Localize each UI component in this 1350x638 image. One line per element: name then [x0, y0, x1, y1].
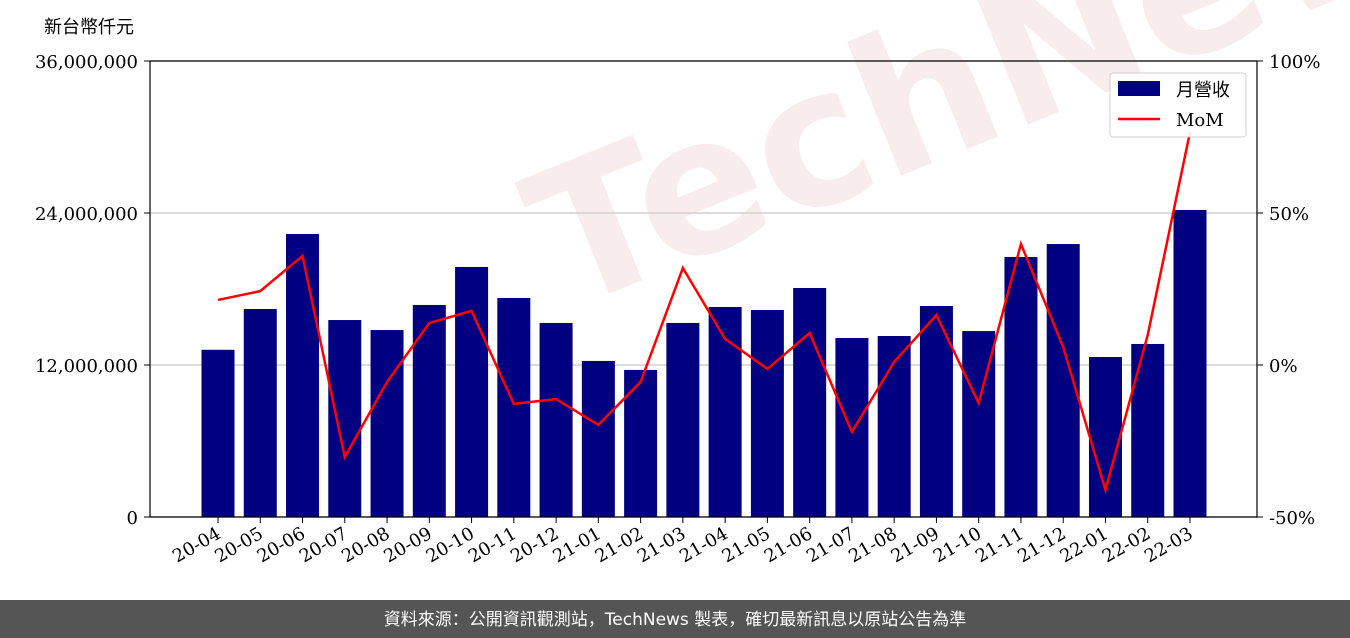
bar: [455, 266, 489, 517]
footer: 資料來源：公開資訊觀測站，TechNews 製表，確切最新訊息以原站公告為準: [384, 610, 966, 630]
bar: [835, 338, 869, 517]
bar: [877, 335, 911, 517]
watermark: TechNews: [500, 0, 1350, 353]
bar: [581, 360, 615, 517]
y-tick-label: 24,000,000: [35, 204, 138, 225]
bar: [539, 322, 573, 517]
x-tick-label: 22-03: [1141, 523, 1196, 567]
bar: [243, 309, 277, 517]
bar: [666, 322, 700, 517]
line: [217, 131, 1192, 495]
y-tick-label: 12,000,000: [35, 356, 138, 377]
bar: [370, 330, 404, 517]
y2-tick-label: -50%: [1269, 508, 1315, 529]
bar: [201, 349, 235, 517]
bar: [1173, 209, 1207, 517]
bar: [793, 287, 827, 517]
bar: [286, 234, 320, 517]
y-axis-label: 新台幣仟元: [44, 17, 134, 38]
bar: [708, 306, 742, 517]
bar: [919, 305, 953, 517]
bar: [750, 310, 784, 517]
bar: [1004, 256, 1038, 517]
legend-label: MoM: [1176, 110, 1224, 131]
footer-bar: [0, 600, 1350, 638]
y2-tick-label: 100%: [1269, 52, 1320, 73]
y-tick-label: 0: [127, 508, 138, 529]
bar: [412, 304, 446, 517]
legend-swatch: [1118, 81, 1160, 96]
bar: [497, 297, 531, 517]
plot-frame: [149, 60, 1258, 518]
legend-label: 月營收: [1176, 80, 1230, 101]
bar: [1046, 244, 1080, 518]
bar: [1131, 343, 1165, 517]
bar: [328, 320, 362, 517]
y2-tick-label: 50%: [1269, 204, 1309, 225]
y-tick-label: 36,000,000: [35, 52, 138, 73]
y2-tick-label: 0%: [1269, 356, 1298, 377]
